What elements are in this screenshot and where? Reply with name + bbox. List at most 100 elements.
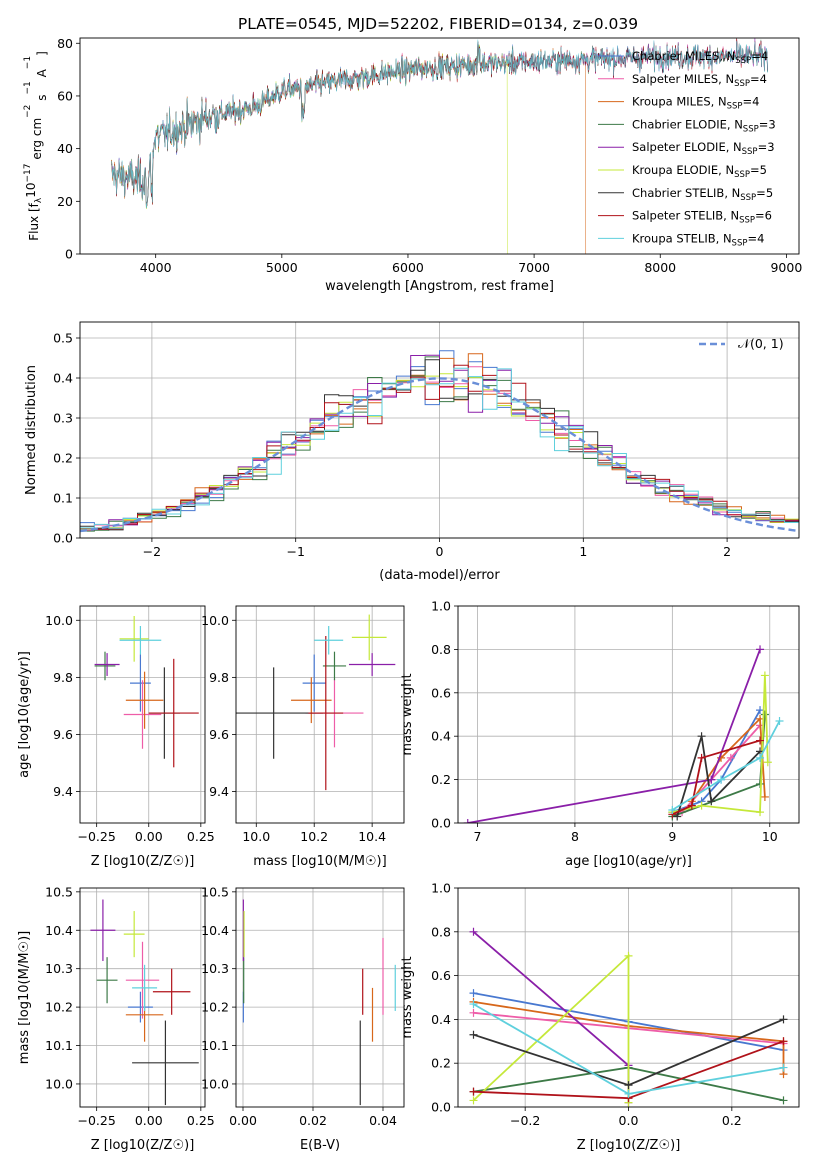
- axes-frame: [79, 887, 206, 1108]
- panel-age-vs-z: −0.25 0.00 0.25 9.4 9.6 9.8 10.0 Z [log10(Z/Z☉)…: [17, 605, 215, 869]
- errorbar-point-2: [125, 671, 164, 729]
- y-tick-label: 20: [57, 194, 73, 209]
- y-tick-label: 0.4: [53, 371, 73, 386]
- x-tick-label: 6000: [392, 260, 424, 275]
- y-tick-label: 10.4: [201, 923, 229, 938]
- weight-marker: [756, 808, 765, 817]
- errorbar-point-5: [351, 614, 387, 661]
- x-axis-label: E(B-V): [300, 1138, 340, 1153]
- y-tick-label: 0.8: [431, 642, 451, 657]
- panel-mass-vs-ebv: 0.00 0.02 0.04 10.0 10.1 10.2 10.3 10.4 10.5 E(B-…: [201, 884, 405, 1153]
- y-tick-label: 0.4: [431, 729, 451, 744]
- y-tick-label: 0.2: [431, 1056, 451, 1071]
- axes-frame: [79, 605, 206, 824]
- weight-marker: [717, 775, 726, 784]
- panel-weight-vs-age: 7 8 9 10 0.0 0.2 0.4 0.6 0.8 1.0 age [log10(age/yr…: [400, 599, 800, 869]
- x-axis-label: mass [log10(M/M☉)]: [253, 854, 386, 869]
- errorbar-point-1: [125, 941, 160, 1019]
- y-tick-label: 1.0: [431, 881, 451, 896]
- y-tick-label: 80: [57, 36, 73, 51]
- spectrum-lines: [111, 38, 768, 254]
- weight-marker: [469, 1000, 478, 1009]
- axes-frame: [235, 887, 405, 1108]
- y-tick-label: 10.0: [45, 1076, 73, 1091]
- x-tick-label: 9: [668, 829, 676, 844]
- errorbars: [90, 899, 199, 1106]
- x-tick-label: 0: [436, 544, 444, 559]
- weight-marker: [697, 732, 706, 741]
- y-tick-label: 0.1: [53, 491, 73, 506]
- weight-marker: [726, 753, 735, 762]
- y-tick-label: 0.2: [53, 451, 73, 466]
- x-axis-label: Z [log10(Z/Z☉)]: [91, 854, 195, 869]
- y-tick-label: 10.5: [45, 884, 73, 899]
- y-tick-label: 10.0: [45, 613, 73, 628]
- errorbar-point-3: [94, 651, 116, 681]
- weight-marker: [469, 989, 478, 998]
- panel-residuals: −2 −1 0 1 2 0.0 0.1 0.2 0.3 0.4 0.5 (data-model)/er…: [24, 321, 800, 583]
- x-tick-label: 0.00: [135, 829, 163, 844]
- legend-entry-0: Chabrier MILES, NSSP=4: [632, 49, 768, 66]
- spectrum-line-8: [111, 39, 768, 209]
- y-tick-label: 1.0: [431, 599, 451, 614]
- y-tick-label: 0.5: [53, 331, 73, 346]
- panel-weight-vs-z: −0.2 0.0 0.2 0.0 0.2 0.4 0.6 0.8 1.0 Z [log10(Z/Z…: [400, 881, 800, 1153]
- x-tick-label: −1: [286, 544, 304, 559]
- weight-marker: [697, 753, 706, 762]
- errorbar-point-8: [119, 625, 162, 655]
- errorbar-point-0: [130, 654, 151, 712]
- x-tick-label: 10.2: [300, 829, 328, 844]
- weight-lines: [463, 645, 784, 823]
- errorbar-point-3: [96, 957, 118, 1004]
- y-axis-label: age [log10(age/yr)]: [17, 651, 32, 778]
- y-tick-label: 0: [65, 247, 73, 262]
- y-tick-label: 10.2: [45, 1000, 73, 1015]
- axes-frame: [235, 605, 405, 824]
- weight-marker: [760, 671, 769, 680]
- errorbars: [242, 899, 396, 1106]
- y-tick-label: 0.4: [431, 1012, 451, 1027]
- x-tick-label: 0.25: [187, 1113, 215, 1128]
- y-tick-label: 9.8: [209, 670, 229, 685]
- weight-marker: [763, 758, 772, 767]
- y-tick-label: 10.2: [201, 1000, 229, 1015]
- weight-marker: [687, 801, 696, 810]
- errorbar-point-5: [119, 615, 149, 662]
- errorbar-point-3: [322, 651, 347, 681]
- grid: [236, 606, 404, 823]
- y-tick-label: 0.6: [431, 685, 451, 700]
- y-tick-label: 0.6: [431, 968, 451, 983]
- x-tick-label: 0.2: [722, 1113, 742, 1128]
- axes-frame: [457, 887, 800, 1108]
- errorbar-point-6: [236, 667, 323, 759]
- legend-entry-4: Salpeter ELODIE, NSSP=3: [632, 140, 775, 157]
- x-tick-label: 0.00: [229, 1113, 257, 1128]
- errorbar-point-8: [132, 964, 158, 1011]
- legend-entry-8: Kroupa STELIB, NSSP=4: [632, 231, 764, 248]
- y-tick-label: 10.1: [45, 1038, 73, 1053]
- weight-marker: [756, 645, 765, 654]
- panel-mass-vs-z: −0.25 0.00 0.25 10.0 10.1 10.2 10.3 10.4 10.5 Z […: [17, 884, 215, 1153]
- weight-lines: [469, 927, 788, 1107]
- x-tick-label: 0.02: [299, 1113, 327, 1128]
- errorbar-point-4: [90, 899, 116, 961]
- errorbars: [94, 615, 199, 768]
- x-tick-label: 5000: [266, 260, 298, 275]
- histograms: [80, 350, 799, 535]
- x-tick-label: 9000: [770, 260, 802, 275]
- x-tick-label: −0.25: [78, 829, 116, 844]
- x-tick-label: 7: [474, 829, 482, 844]
- y-tick-label: 10.4: [45, 923, 73, 938]
- legend-entry-7: Salpeter STELIB, NSSP=6: [632, 209, 772, 226]
- x-tick-label: −0.2: [510, 1113, 540, 1128]
- weight-marker: [779, 1037, 788, 1046]
- y-axis-label: Normed distribution: [24, 365, 39, 495]
- errorbar-point-6: [132, 1020, 199, 1106]
- weight-marker: [469, 1008, 478, 1017]
- weight-marker: [756, 753, 765, 762]
- y-tick-label: 0.0: [431, 1100, 451, 1115]
- weight-marker: [469, 1096, 478, 1105]
- weight-marker: [707, 797, 716, 806]
- errorbar-point-8: [314, 625, 344, 655]
